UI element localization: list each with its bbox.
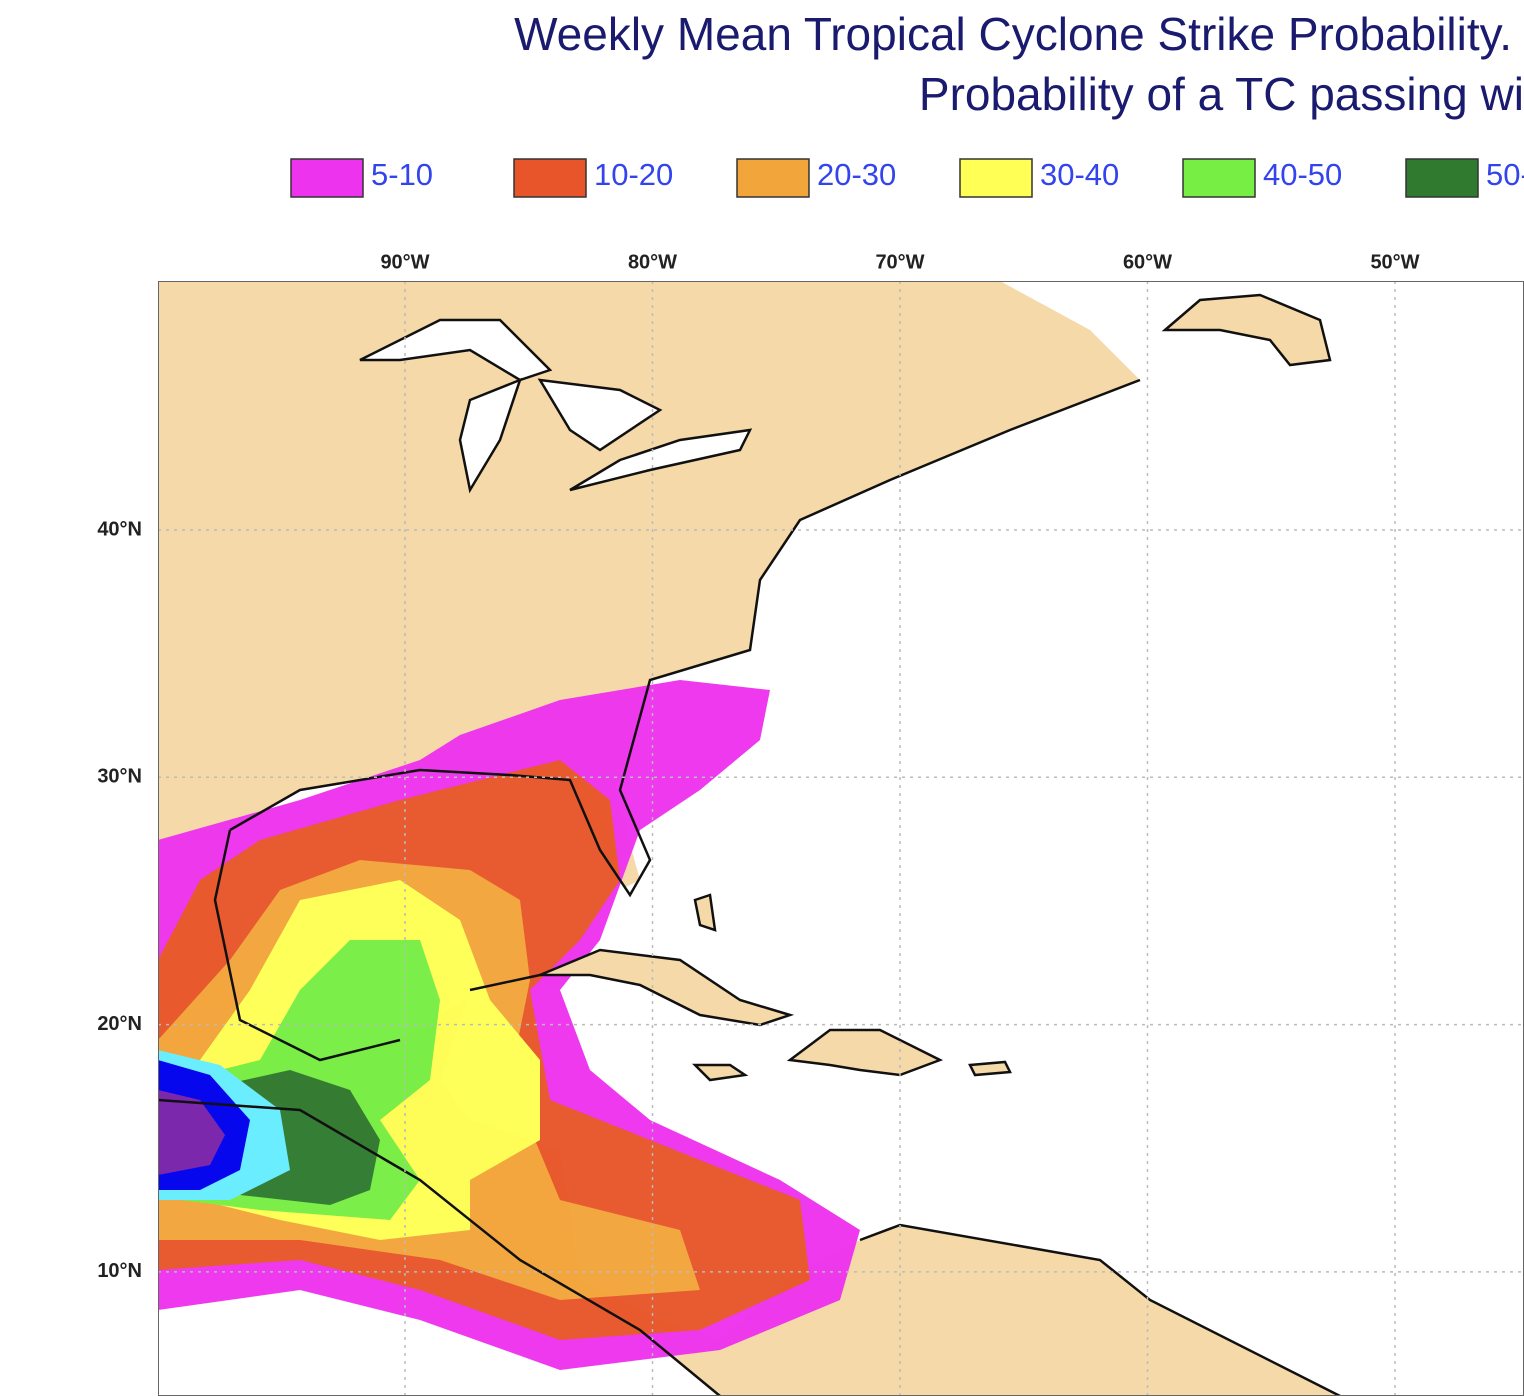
latitude-label: 20°N: [97, 1013, 142, 1035]
legend-label: 20-30: [817, 157, 896, 192]
coastline: [158, 378, 1341, 1396]
great-lakes: [359, 318, 753, 494]
longitude-label: 70°W: [875, 251, 924, 273]
legend-swatch: [959, 158, 1033, 198]
legend-swatch: [290, 158, 364, 198]
latitude-label: 30°N: [97, 766, 142, 788]
legend-label: 50-: [1486, 157, 1524, 192]
longitude-label: 90°W: [380, 251, 429, 273]
latitude-label: 40°N: [97, 518, 142, 540]
graticule: [158, 281, 1524, 1396]
legend-label: 40-50: [1263, 157, 1342, 192]
title: Weekly Mean Tropical Cyclone Strike Prob…: [514, 8, 1512, 60]
map: [158, 281, 1524, 1396]
axis-labels: 90°W 80°W 70°W 60°W 50°W 40°N 30°N 20°N 10°N: [97, 251, 1419, 1282]
legend-label: 10-20: [594, 157, 673, 192]
islands: [539, 293, 1332, 1082]
legend-swatch: [1182, 158, 1256, 198]
longitude-label: 60°W: [1123, 251, 1172, 273]
atlantic-ocean: [440, 281, 1524, 1396]
legend-swatch: [1405, 158, 1479, 198]
latitude-label: 10°N: [97, 1260, 142, 1282]
prob-high-3: [158, 1090, 225, 1175]
legend-swatch: [513, 158, 587, 198]
legend-swatch: [736, 158, 810, 198]
probability-field: [158, 680, 860, 1370]
subtitle: Probability of a TC passing wi: [919, 68, 1524, 120]
legend-label: 30-40: [1040, 157, 1119, 192]
legend: 5-10 10-20 20-30 30-40 40-50 50-: [290, 157, 1524, 198]
longitude-label: 50°W: [1370, 251, 1419, 273]
legend-label: 5-10: [371, 157, 433, 192]
longitude-label: 80°W: [628, 251, 677, 273]
